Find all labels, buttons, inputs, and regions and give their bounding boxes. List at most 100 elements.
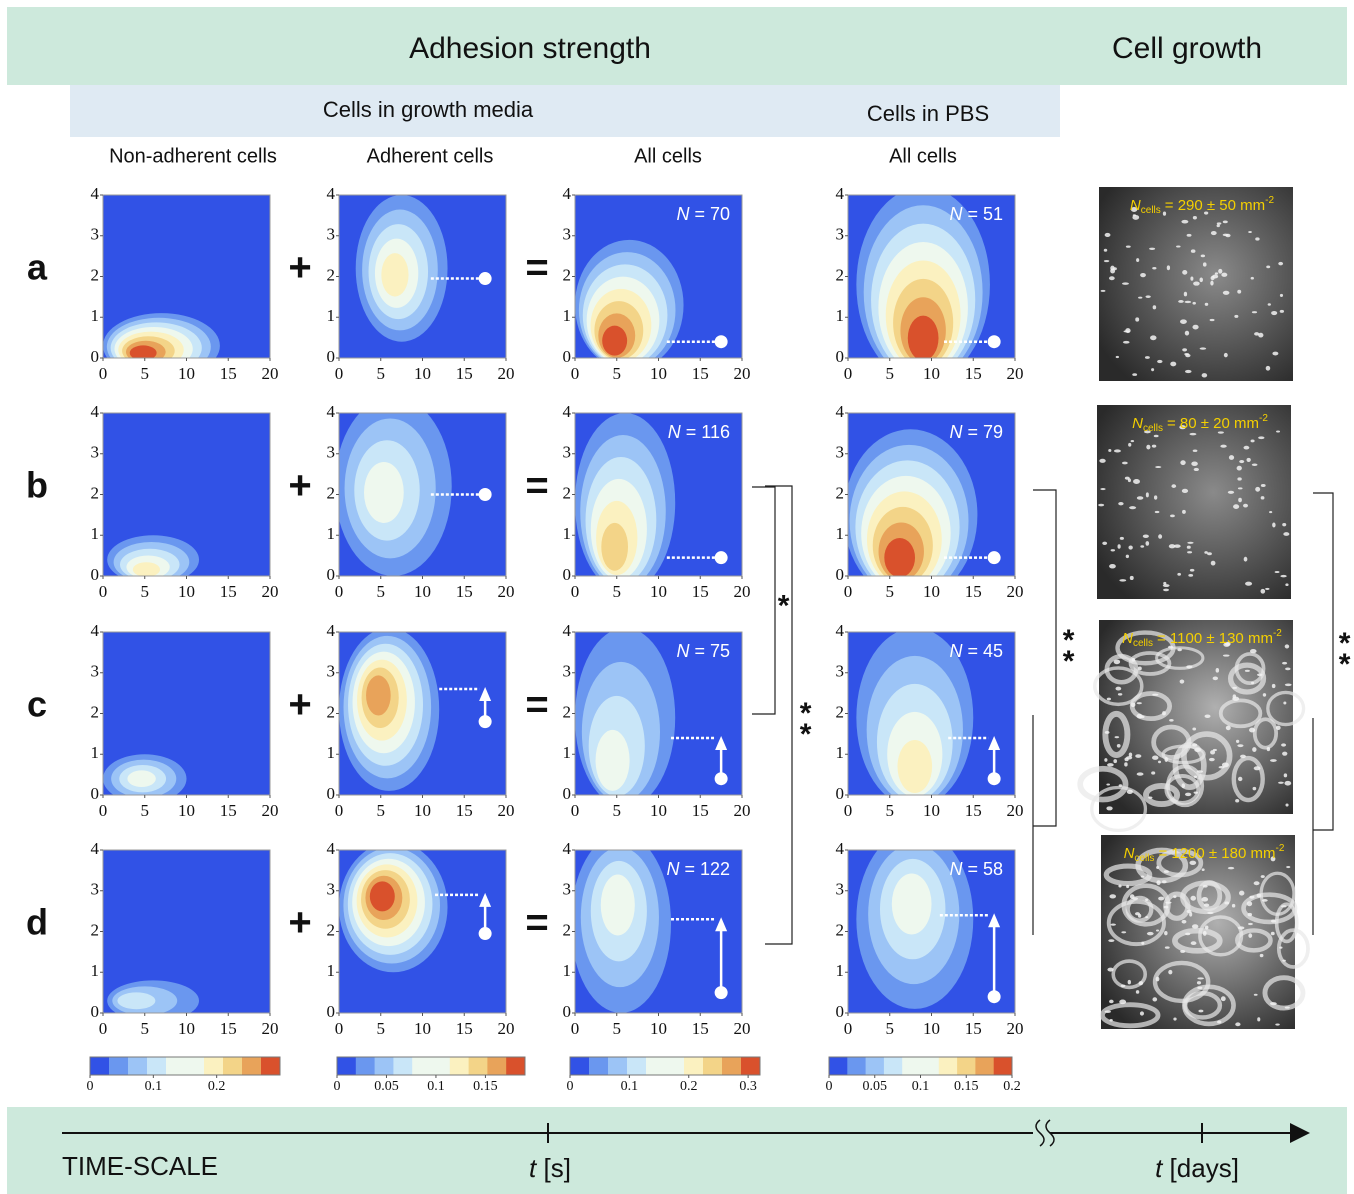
cell bbox=[1186, 665, 1192, 668]
cell bbox=[1189, 912, 1192, 917]
cell bbox=[1223, 654, 1230, 656]
cell bbox=[1224, 353, 1228, 357]
cell bbox=[1128, 980, 1131, 985]
time-unit: t [days] bbox=[1155, 1153, 1239, 1183]
x-tick-label: 15 bbox=[220, 801, 237, 820]
time-unit: t [s] bbox=[529, 1153, 571, 1183]
cell bbox=[1187, 234, 1192, 237]
cell bbox=[1123, 341, 1130, 344]
y-tick-label: 2 bbox=[563, 920, 572, 939]
cell bbox=[1129, 752, 1132, 757]
cell bbox=[1247, 901, 1252, 906]
n-value: = 75 bbox=[694, 641, 730, 661]
cell bbox=[1228, 867, 1234, 869]
y-tick-label: 1 bbox=[836, 524, 845, 543]
cell bbox=[1254, 994, 1258, 996]
colorbar-tick-label: 0.2 bbox=[208, 1079, 226, 1094]
cell bbox=[1234, 315, 1238, 318]
cell bbox=[1136, 990, 1139, 994]
cell bbox=[1250, 649, 1257, 653]
n-label: N = 79 bbox=[949, 422, 1003, 442]
y-tick-label: 3 bbox=[327, 443, 336, 462]
colorbar-tick-label: 0 bbox=[826, 1079, 833, 1094]
cell bbox=[1109, 276, 1115, 280]
y-tick-label: 2 bbox=[91, 920, 100, 939]
y-tick-label: 3 bbox=[836, 880, 845, 899]
cell bbox=[1248, 923, 1253, 925]
x-tick-label: 10 bbox=[414, 364, 431, 383]
cell bbox=[1127, 790, 1133, 794]
cell bbox=[1176, 245, 1181, 247]
cell bbox=[1191, 461, 1198, 466]
cell bbox=[1254, 881, 1260, 885]
cell bbox=[1138, 297, 1142, 299]
y-tick-label: 3 bbox=[91, 880, 100, 899]
y-tick-label: 0 bbox=[563, 347, 572, 366]
x-tick-label: 5 bbox=[141, 582, 150, 601]
significance: ** bbox=[1052, 624, 1085, 666]
colorbar-swatch bbox=[741, 1057, 761, 1075]
n-label: N = 45 bbox=[949, 641, 1003, 661]
cell bbox=[1190, 569, 1195, 572]
cell bbox=[1252, 311, 1257, 313]
cell bbox=[1108, 449, 1111, 452]
cell bbox=[1244, 446, 1250, 450]
y-tick-label: 4 bbox=[836, 621, 845, 640]
cell bbox=[1220, 445, 1226, 448]
y-tick-label: 0 bbox=[836, 784, 845, 803]
cell bbox=[1145, 541, 1149, 546]
x-tick-label: 10 bbox=[923, 582, 940, 601]
n-symbol: N bbox=[949, 422, 963, 442]
cell bbox=[1271, 311, 1277, 315]
cell bbox=[1270, 1002, 1277, 1005]
cell bbox=[1109, 564, 1116, 568]
cell bbox=[1129, 506, 1136, 509]
cell bbox=[1178, 300, 1184, 303]
cell bbox=[1254, 766, 1261, 770]
cell bbox=[1197, 981, 1201, 984]
cell bbox=[1182, 489, 1188, 493]
y-tick-label: 2 bbox=[563, 483, 572, 502]
cell bbox=[1228, 491, 1234, 494]
cell bbox=[1158, 761, 1161, 764]
y-tick-label: 1 bbox=[91, 524, 100, 543]
cell bbox=[1163, 582, 1166, 585]
contour-plot bbox=[103, 413, 270, 584]
cell bbox=[1194, 775, 1197, 778]
x-tick-label: 20 bbox=[262, 1019, 279, 1038]
operator: = bbox=[525, 464, 548, 508]
cell bbox=[1285, 1007, 1290, 1009]
cell bbox=[1156, 880, 1160, 885]
row-label: b bbox=[26, 465, 48, 506]
density-superscript: -2 bbox=[1276, 843, 1285, 854]
cell bbox=[1205, 925, 1209, 929]
cell bbox=[1275, 571, 1280, 573]
x-tick-label: 0 bbox=[99, 1019, 108, 1038]
cell bbox=[1210, 750, 1215, 754]
cell bbox=[1109, 894, 1116, 898]
operator: + bbox=[288, 683, 311, 727]
y-tick-label: 0 bbox=[836, 565, 845, 584]
cell bbox=[1185, 370, 1192, 373]
operator: = bbox=[525, 683, 548, 727]
contour-level bbox=[908, 316, 939, 361]
subheader-title: Cells in PBS bbox=[867, 101, 989, 126]
y-tick-label: 2 bbox=[91, 483, 100, 502]
cell bbox=[1156, 977, 1160, 982]
cell bbox=[1211, 561, 1216, 566]
cell bbox=[1187, 546, 1191, 549]
contour-level bbox=[366, 675, 391, 715]
n-label: N = 51 bbox=[949, 204, 1003, 224]
cell bbox=[1152, 445, 1156, 448]
cell bbox=[1232, 687, 1237, 689]
colorbar-swatch bbox=[506, 1057, 525, 1075]
cell bbox=[1238, 926, 1244, 929]
cell bbox=[1283, 532, 1289, 536]
cell bbox=[1182, 348, 1187, 351]
cell bbox=[1244, 557, 1248, 562]
operator: = bbox=[525, 246, 548, 290]
cell bbox=[1190, 896, 1196, 901]
y-tick-label: 1 bbox=[91, 306, 100, 325]
cell bbox=[1126, 245, 1131, 247]
colorbar-tick-label: 0 bbox=[87, 1079, 94, 1094]
